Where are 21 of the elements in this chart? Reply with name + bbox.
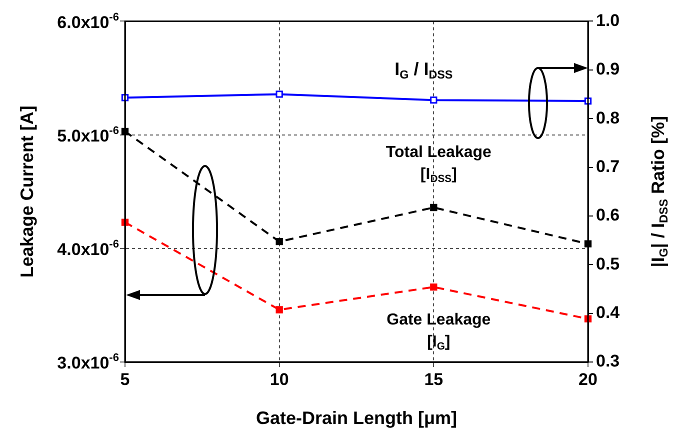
x-tick-label: 15 — [424, 370, 444, 389]
x-tick-label: 10 — [270, 370, 289, 389]
y-axis-title: Leakage Current [A] — [16, 106, 37, 278]
y2-tick-label: 0.5 — [596, 254, 620, 274]
point — [430, 96, 438, 104]
y2-tick-label: 0.7 — [596, 156, 620, 176]
point — [430, 283, 438, 291]
y2-tick-label: 0.3 — [596, 352, 620, 371]
point — [276, 90, 283, 98]
x-axis-title: Gate-Drain Length [μm] — [256, 408, 458, 428]
point — [276, 238, 283, 246]
y2-tick-label: 0.8 — [596, 108, 620, 128]
point — [430, 204, 438, 212]
y2-axis-title: |IG| / IDSS Ratio [%] — [648, 116, 671, 268]
point — [276, 306, 283, 314]
y2-tick-label: 0.6 — [596, 206, 620, 225]
x-tick-label: 5 — [120, 370, 130, 389]
x-tick-label: 20 — [578, 370, 598, 389]
y2-tick-label: 0.4 — [596, 303, 620, 322]
y2-tick-label: 1.0 — [596, 10, 620, 30]
y2-tick-label: 0.9 — [596, 60, 620, 79]
